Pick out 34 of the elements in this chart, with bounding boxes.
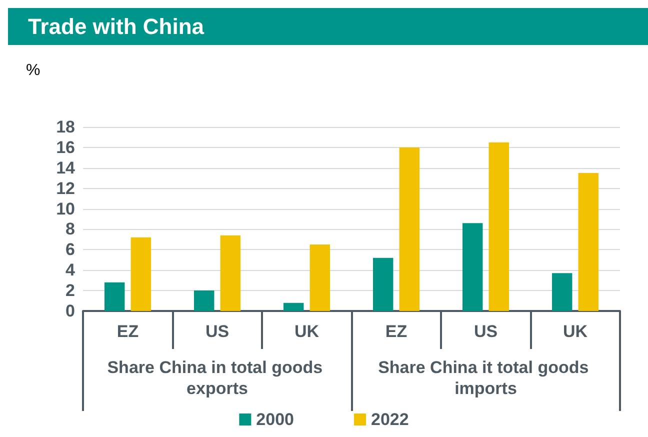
y-tick-label: 8 [66,220,75,239]
y-tick-label: 2 [66,281,75,300]
legend-label: 2022 [371,410,409,429]
x-tick-label: UK [294,322,320,341]
legend-label: 2000 [256,410,294,429]
bar [283,302,304,311]
y-tick-label: 14 [56,158,76,178]
bar [552,273,572,311]
text: Share China in total goods exports [107,358,328,398]
y-axis-title: % [26,62,40,80]
bar [130,237,152,311]
y-tick-label: 10 [56,199,75,218]
chart-title: Trade with China [8,8,648,45]
bar [372,258,394,311]
x-tick-label: EZ [116,322,139,341]
x-tick-label: UK [562,322,588,341]
x-tick-label: US [205,322,230,341]
x-tick-label: US [474,322,498,341]
bar [462,223,483,311]
y-tick-label: 12 [56,178,75,198]
bar [194,290,214,311]
y-tick-label: 18 [56,118,75,136]
bar [104,282,125,311]
bar [220,235,241,311]
x-tick-label: EZ [385,322,408,341]
y-tick-label: 6 [66,240,75,260]
y-tick-label: 16 [56,138,75,157]
text: Share China it total goods imports [378,358,594,398]
bar [399,147,420,311]
bar [310,244,330,311]
bar [578,173,599,311]
y-tick-label: 0 [66,302,75,320]
y-tick-label: 4 [66,260,76,280]
bar [488,142,510,311]
